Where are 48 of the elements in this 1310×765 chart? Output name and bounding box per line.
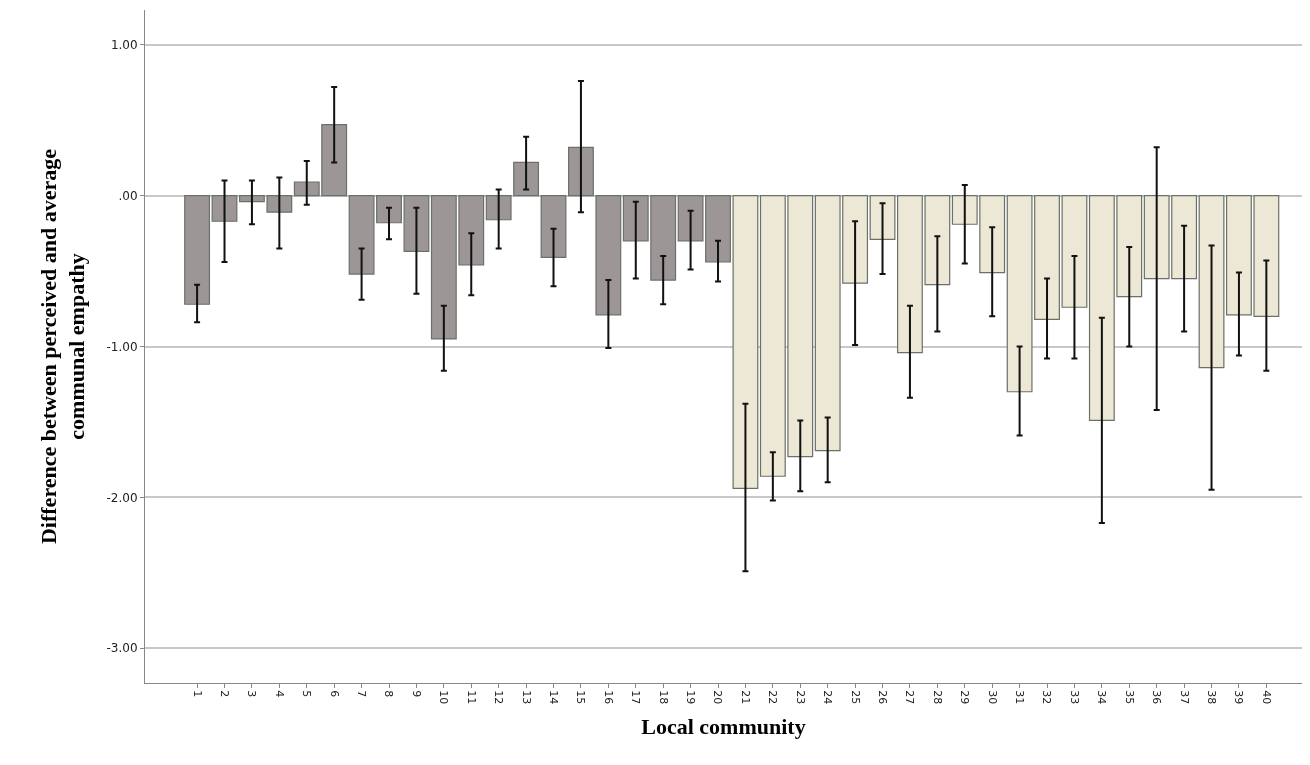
x-tick-label: 24 <box>821 690 835 705</box>
y-axis-title: Difference between perceived and average communal empathy <box>35 148 90 545</box>
x-tick-label: 6 <box>327 690 341 698</box>
y-tick-label: 1.00 <box>110 37 138 52</box>
bar <box>184 195 211 305</box>
x-tick-label: 3 <box>245 690 259 698</box>
y-tick-label: -1.00 <box>106 339 138 354</box>
x-tick-label: 33 <box>1067 690 1081 705</box>
x-tick-label: 34 <box>1095 690 1109 705</box>
x-tick-label: 7 <box>355 690 369 698</box>
x-tick-label: 2 <box>217 690 231 698</box>
y-tick-label: .00 <box>118 188 138 203</box>
x-tick-label: 21 <box>738 690 752 705</box>
x-tick-label: 38 <box>1204 690 1218 705</box>
x-tick-label: 35 <box>1122 690 1136 705</box>
x-tick-label: 39 <box>1232 690 1246 705</box>
x-tick-label: 22 <box>766 690 780 705</box>
x-tick-label: 10 <box>437 690 451 705</box>
x-tick-label: 5 <box>300 690 314 698</box>
x-tick-label: 36 <box>1150 690 1164 705</box>
x-tick-label: 14 <box>546 690 560 705</box>
x-tick-label: 1 <box>190 690 204 698</box>
x-tick-label: 4 <box>272 690 286 698</box>
x-tick-label: 9 <box>409 690 423 698</box>
x-tick-label: 12 <box>492 690 506 705</box>
x-tick-label: 17 <box>629 690 643 705</box>
x-tick-label: 40 <box>1259 690 1273 705</box>
x-tick-label: 16 <box>601 690 615 705</box>
x-tick-label: 31 <box>1013 690 1027 705</box>
x-tick-label: 28 <box>930 690 944 705</box>
x-tick-label: 27 <box>903 690 917 705</box>
x-tick-label: 19 <box>684 690 698 705</box>
y-tick-label: -3.00 <box>106 641 138 656</box>
x-tick-label: 32 <box>1040 690 1054 705</box>
x-tick-label: 29 <box>958 690 972 705</box>
x-tick-label: 26 <box>875 690 889 705</box>
x-tick-label: 11 <box>464 690 478 705</box>
x-tick-label: 23 <box>793 690 807 705</box>
x-tick-label: 18 <box>656 690 670 705</box>
x-tick-label: 15 <box>574 690 588 705</box>
x-tick-label: 8 <box>382 690 396 698</box>
x-tick-label: 37 <box>1177 690 1191 705</box>
x-tick-label: 30 <box>985 690 999 705</box>
x-tick-label: 20 <box>711 690 725 705</box>
y-tick-label: -2.00 <box>106 490 138 505</box>
x-tick-label: 13 <box>519 690 533 705</box>
x-axis-title: Local community <box>641 714 806 740</box>
x-tick-label: 25 <box>848 690 862 705</box>
